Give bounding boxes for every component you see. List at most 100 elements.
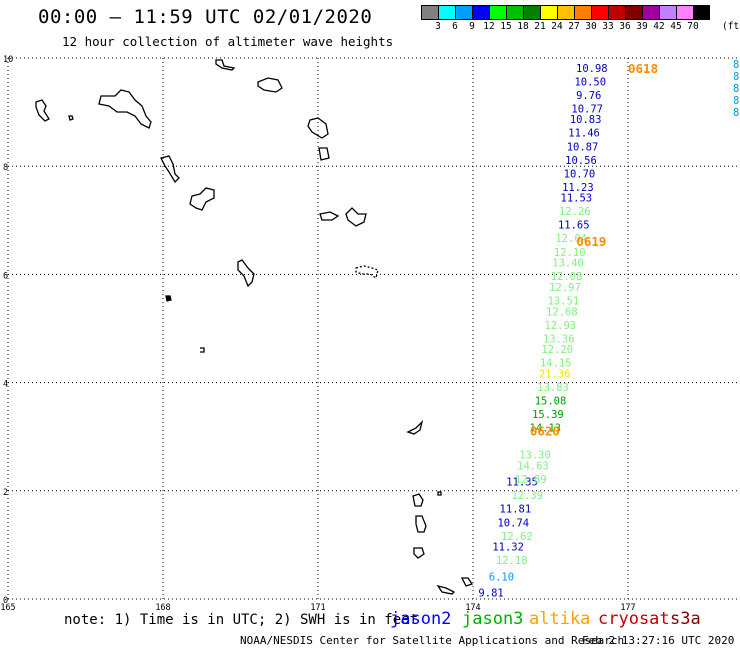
swh-value: 12.10 xyxy=(554,247,586,259)
scale-swatch xyxy=(489,5,506,20)
scale-label: 30 xyxy=(585,21,597,32)
swh-value: 11.53 xyxy=(561,193,593,205)
island-outline xyxy=(160,155,180,184)
swh-value: 11.23 xyxy=(562,182,594,194)
scale-swatch xyxy=(523,5,540,20)
island-outline xyxy=(165,295,172,302)
scale-label: 39 xyxy=(636,21,648,32)
swh-value: 12.20 xyxy=(541,344,573,356)
island-outline xyxy=(406,419,424,435)
island-outlines xyxy=(35,59,474,595)
satellite-legend-s3a: s3a xyxy=(670,609,701,629)
swh-value: 15.08 xyxy=(535,396,567,408)
scale-swatch xyxy=(438,5,455,20)
scale-label: 21 xyxy=(534,21,546,32)
swh-value: 10.70 xyxy=(564,168,596,180)
island-outline xyxy=(319,211,340,221)
scale-label: 12 xyxy=(483,21,495,32)
swh-value: 12.04 xyxy=(555,233,587,245)
scale-swatch xyxy=(642,5,659,20)
edge-value: 8 xyxy=(733,95,739,107)
scale-label: 18 xyxy=(517,21,529,32)
island-outline xyxy=(200,347,205,353)
island-outline xyxy=(257,77,283,93)
scale-swatch xyxy=(506,5,523,20)
swh-value: 12.97 xyxy=(549,282,581,294)
scale-swatch xyxy=(659,5,676,20)
scale-label: 9 xyxy=(469,21,475,32)
lon-tick-label: 171 xyxy=(310,603,325,613)
pass-label: 0620 xyxy=(530,423,560,438)
satellite-legend-jason2: jason2 xyxy=(390,609,452,629)
edge-value: 8 xyxy=(733,59,739,71)
swh-value: 12.18 xyxy=(496,555,528,567)
lat-tick-label: 0 xyxy=(3,596,8,606)
scale-label: 3 xyxy=(435,21,441,32)
swh-value: 10.74 xyxy=(497,517,529,529)
lat-tick-label: 2 xyxy=(3,488,8,498)
island-outline xyxy=(436,584,456,595)
island-outline xyxy=(215,59,236,71)
scale-swatch xyxy=(608,5,625,20)
units-note: note: 1) Time is in UTC; 2) SWH is in fe… xyxy=(64,612,419,628)
scale-label: 70 xyxy=(687,21,699,32)
scale-label: 6 xyxy=(452,21,458,32)
island-outline xyxy=(318,147,330,161)
swh-value: 9.76 xyxy=(576,90,601,102)
scale-swatch xyxy=(540,5,557,20)
pass-label: 0619 xyxy=(576,234,606,249)
island-outline xyxy=(345,207,367,227)
satellite-legend-jason3: jason3 xyxy=(462,609,524,629)
lat-tick-label: 4 xyxy=(3,380,8,390)
scale-label: 27 xyxy=(568,21,580,32)
swh-value: 13.36 xyxy=(543,333,575,345)
island-outline xyxy=(413,547,425,559)
swh-value: 13.51 xyxy=(548,295,580,307)
lat-lon-grid xyxy=(7,57,740,600)
island-outline xyxy=(307,117,329,139)
scale-swatch xyxy=(591,5,608,20)
scale-swatch xyxy=(421,5,438,20)
island-outline xyxy=(237,259,255,288)
swh-value: 9.81 xyxy=(478,588,503,600)
map-subtitle: 12 hour collection of altimeter wave hei… xyxy=(62,34,394,49)
swh-value: 13.40 xyxy=(552,258,584,270)
lon-tick-label: 168 xyxy=(155,603,170,613)
swh-value: 6.10 xyxy=(489,571,514,583)
scale-label: 24 xyxy=(551,21,563,32)
island-outline xyxy=(189,187,215,211)
scale-swatch xyxy=(693,5,710,20)
generated-timestamp: Feb 2 13:27:16 UTC 2020 xyxy=(582,634,735,647)
swh-value: 10.98 xyxy=(576,63,608,75)
swh-value: 11.81 xyxy=(500,504,532,516)
edge-value: 8 xyxy=(733,107,739,119)
swh-value: 10.56 xyxy=(565,155,597,167)
scale-swatch xyxy=(472,5,489,20)
credit-text: NOAA/NESDIS Center for Satellite Applica… xyxy=(240,634,625,647)
swh-value: 12.68 xyxy=(546,306,578,318)
lon-tick-label: 177 xyxy=(620,603,635,613)
swh-value: 11.65 xyxy=(558,220,590,232)
lat-tick-label: 10 xyxy=(3,55,13,65)
swh-value: 12.89 xyxy=(515,474,547,486)
swh-value: 10.77 xyxy=(571,103,603,115)
island-outline xyxy=(437,491,442,496)
swh-value: 15.39 xyxy=(532,409,564,421)
island-outline xyxy=(415,515,427,533)
lat-tick-label: 8 xyxy=(3,163,8,173)
scale-label: 42 xyxy=(653,21,665,32)
edge-value: 8 xyxy=(733,83,739,95)
swh-value: 14.13 xyxy=(530,423,562,435)
swh-value: 11.32 xyxy=(492,542,524,554)
lat-tick-label: 6 xyxy=(3,271,8,281)
map-title: 00:00 – 11:59 UTC 02/01/2020 xyxy=(38,6,373,28)
swh-tracks: 10.9810.509.7610.7710.8311.4610.8710.561… xyxy=(478,63,607,600)
island-outline xyxy=(98,89,152,129)
swh-value: 12.08 xyxy=(551,271,583,283)
pass-labels: 0618 0619 0620 xyxy=(530,61,658,438)
lon-tick-label: 165 xyxy=(0,603,15,613)
swh-value: 12.62 xyxy=(501,531,533,543)
